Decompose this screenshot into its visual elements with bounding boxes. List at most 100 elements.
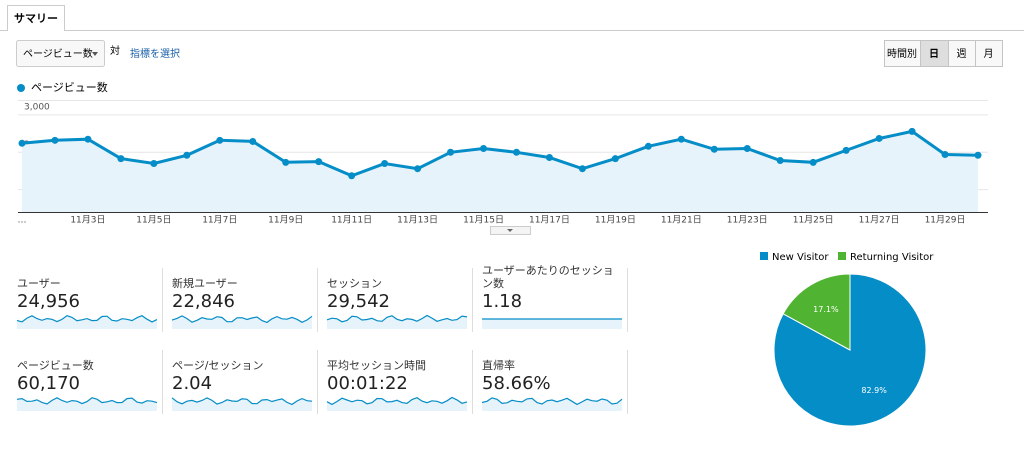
tab-label: サマリー (14, 12, 58, 25)
legend-swatch (838, 252, 846, 260)
x-tick-label: 11月19日 (595, 215, 636, 226)
sparkline-area (172, 397, 312, 411)
sparkline (171, 397, 313, 406)
granularity-button[interactable] (975, 40, 1003, 67)
line-area (22, 131, 978, 212)
line-point (875, 134, 883, 142)
pie-slice (782, 273, 851, 351)
x-tick-label: 11月25日 (793, 215, 834, 226)
granularity-button[interactable] (920, 40, 949, 67)
scorecard-label: 直帰率 (482, 359, 515, 372)
scorecard-label: ページビュー数 (17, 359, 94, 372)
x-tick-label: 11月9日 (268, 215, 303, 226)
scorecard-label: セッション (327, 277, 382, 290)
dropdown-arrow (92, 52, 98, 56)
line (21, 129, 979, 178)
line-point (348, 172, 356, 180)
scorecard-label: 平均セッション時間 (327, 359, 426, 372)
scorecard-value: 22,846 (172, 291, 235, 312)
x-tick-label: 11月29日 (925, 215, 966, 226)
line-point (545, 153, 553, 161)
scorecard: セッション 29,542 (327, 262, 467, 314)
line-point (908, 127, 916, 135)
line-point (315, 158, 323, 166)
line-point (414, 165, 422, 173)
metric-dropdown-label: ページビュー数 (23, 47, 93, 60)
x-tick-label: 11月11日 (331, 215, 372, 226)
legend-label: ページビュー数 (31, 81, 108, 94)
scorecard-label: ページ/セッション (172, 359, 264, 372)
sparkline-area (482, 397, 622, 411)
scorecard-label: ユーザー (17, 277, 61, 290)
line-point (183, 151, 191, 159)
scorecard: ページビュー数 60,170 (17, 344, 157, 396)
x-tick-label: 11月13日 (397, 215, 438, 226)
scorecard-value: 24,956 (17, 291, 80, 312)
line-point (743, 145, 751, 153)
x-tick-label: 11月5日 (136, 215, 171, 226)
sparkline (326, 314, 468, 323)
line-point (150, 159, 158, 167)
line-point (512, 148, 520, 156)
line-point (644, 142, 652, 150)
line-point (578, 165, 586, 173)
scorecard-value: 58.66% (482, 373, 551, 394)
line-point (51, 136, 59, 144)
sparkline (326, 396, 468, 406)
versus-label: 対 (110, 44, 120, 57)
scorecard: ユーザー 24,956 (17, 262, 157, 314)
y-tick-label: 3,000 (24, 102, 50, 112)
line-point (84, 135, 92, 143)
scorecard-value: 2.04 (172, 373, 213, 394)
legend-label: Returning Visitor (850, 252, 934, 263)
legend-swatch (760, 252, 768, 260)
line-point (776, 156, 784, 164)
line-point (447, 148, 455, 156)
select-metric-link[interactable]: 指標を選択 (130, 47, 180, 60)
scorecard-label: ユーザーあたりのセッション数 (482, 264, 614, 290)
scorecard: ページ/セッション 2.04 (172, 344, 312, 396)
line-point (941, 151, 949, 159)
x-tick-label: 11月7日 (202, 215, 237, 226)
line-point (249, 137, 257, 145)
line-point (381, 159, 389, 167)
line-point (809, 158, 817, 166)
line-point (611, 155, 619, 163)
scorecard-value: 29,542 (327, 291, 390, 312)
line-point (18, 139, 26, 147)
x-tick-label: 11月21日 (661, 215, 702, 226)
line-point (216, 136, 224, 144)
scorecard: ユーザーあたりのセッション数 1.18 (482, 262, 622, 314)
pie-label: 17.1% (813, 305, 839, 314)
x-tick-label: … (18, 216, 27, 226)
granularity-button[interactable] (884, 40, 921, 67)
line-point (974, 151, 982, 159)
scorecard: 直帰率 58.66% (482, 344, 622, 396)
legend-label: New Visitor (772, 252, 829, 263)
pie-label: 82.9% (861, 386, 887, 395)
granularity-label: 日 (929, 48, 939, 60)
scorecard-value: 60,170 (17, 373, 80, 394)
line-point (677, 135, 685, 143)
x-tick-label: 11月3日 (70, 215, 105, 226)
legend-marker (17, 84, 25, 92)
granularity-button[interactable] (948, 40, 976, 67)
scorecard-value: 1.18 (482, 291, 523, 312)
sparkline-area (482, 319, 622, 329)
scorecard-label: 新規ユーザー (172, 277, 238, 290)
metric-dropdown[interactable] (16, 40, 105, 67)
granularity-label: 週 (957, 48, 967, 60)
line-point (480, 145, 488, 153)
toggle-arrow (507, 229, 513, 232)
sparkline (16, 315, 158, 323)
x-tick-label: 11月15日 (463, 215, 504, 226)
line-point (842, 146, 850, 154)
sparkline (171, 315, 313, 324)
sparkline (481, 397, 623, 406)
scorecard: 平均セッション時間 00:01:22 (327, 344, 467, 396)
x-tick-label: 11月23日 (727, 215, 768, 226)
sparkline-area (327, 397, 467, 411)
sparkline (16, 397, 158, 405)
